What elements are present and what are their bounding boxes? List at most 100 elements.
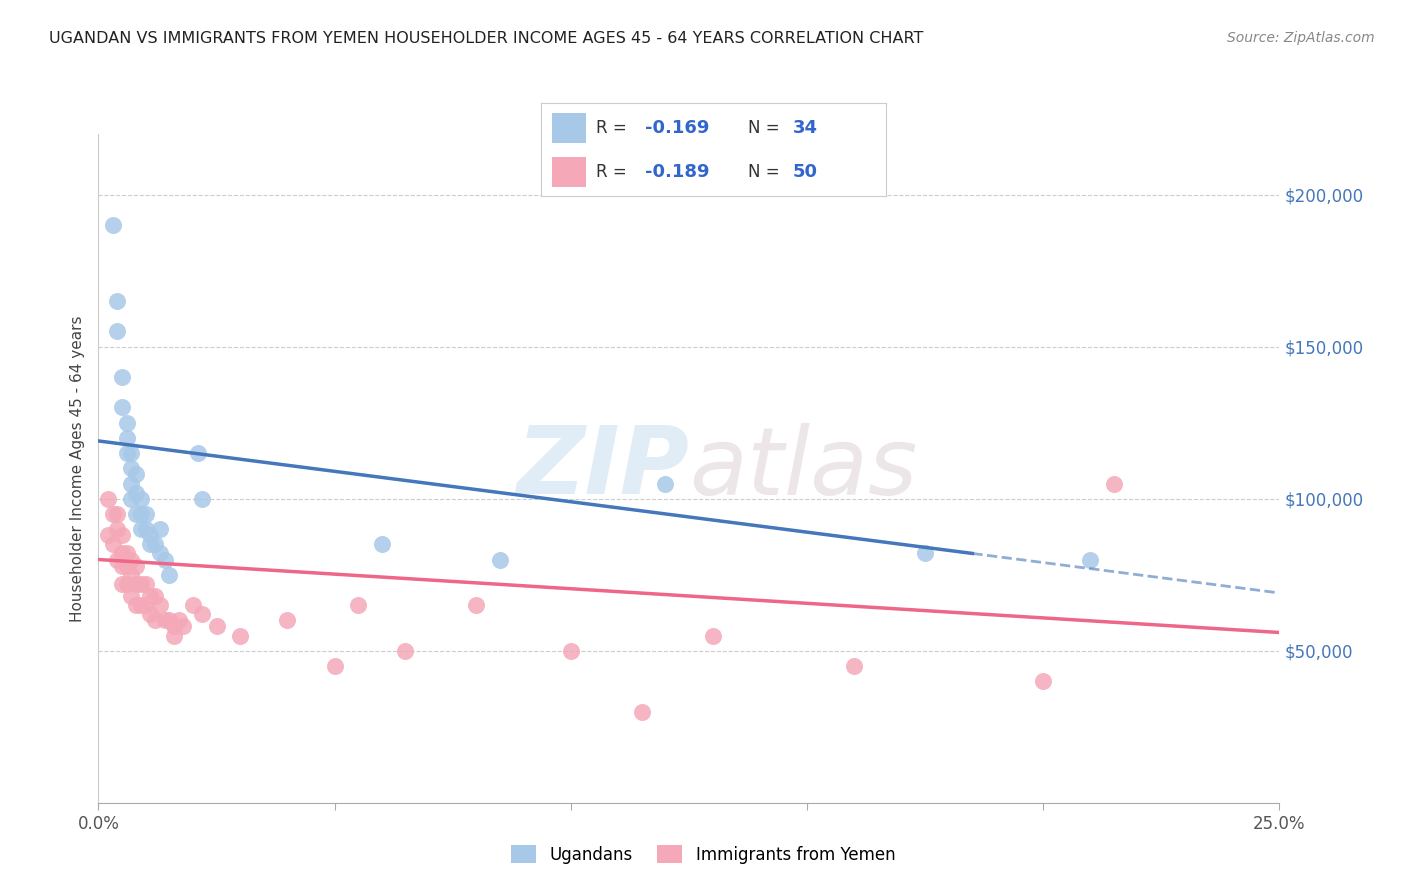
Point: [129, 491, 152, 506]
Point: [143, 537, 166, 551]
Bar: [551, 157, 586, 187]
Point: [323, 659, 346, 673]
Point: [143, 589, 166, 603]
Point: [115, 416, 138, 430]
Point: [121, 567, 143, 582]
Point: [121, 461, 143, 475]
Text: atlas: atlas: [689, 423, 917, 514]
Point: [97, 528, 120, 542]
Point: [181, 598, 204, 612]
Point: [560, 644, 582, 658]
Point: [111, 528, 134, 542]
Point: [139, 528, 162, 542]
Text: -0.189: -0.189: [645, 163, 709, 181]
Bar: [551, 113, 586, 143]
Point: [167, 613, 190, 627]
Point: [129, 577, 152, 591]
Point: [702, 628, 724, 642]
Point: [121, 552, 143, 566]
Point: [157, 613, 180, 627]
Point: [101, 218, 124, 232]
Text: ZIP: ZIP: [516, 422, 689, 515]
Point: [394, 644, 416, 658]
Point: [135, 577, 157, 591]
Point: [465, 598, 488, 612]
Point: [115, 577, 138, 591]
Text: N =: N =: [748, 163, 785, 181]
Point: [654, 476, 676, 491]
Point: [121, 491, 143, 506]
Text: R =: R =: [596, 119, 633, 136]
Legend: Ugandans, Immigrants from Yemen: Ugandans, Immigrants from Yemen: [505, 838, 901, 871]
Point: [1102, 476, 1125, 491]
Y-axis label: Householder Income Ages 45 - 64 years: Householder Income Ages 45 - 64 years: [70, 315, 86, 622]
Point: [163, 628, 186, 642]
Point: [129, 507, 152, 521]
Point: [101, 507, 124, 521]
Point: [153, 613, 176, 627]
Point: [115, 446, 138, 460]
Point: [143, 613, 166, 627]
Point: [105, 325, 128, 339]
Text: 50: 50: [793, 163, 818, 181]
Point: [101, 537, 124, 551]
Point: [149, 546, 172, 560]
Point: [115, 546, 138, 560]
Point: [125, 485, 148, 500]
Point: [105, 507, 128, 521]
Point: [347, 598, 370, 612]
Text: R =: R =: [596, 163, 633, 181]
Text: 34: 34: [793, 119, 818, 136]
Point: [157, 567, 180, 582]
Point: [125, 558, 148, 573]
Point: [125, 507, 148, 521]
Point: [371, 537, 394, 551]
Point: [153, 552, 176, 566]
Point: [105, 294, 128, 309]
Text: -0.169: -0.169: [645, 119, 709, 136]
Point: [121, 589, 143, 603]
Point: [205, 619, 228, 633]
Point: [105, 552, 128, 566]
Text: N =: N =: [748, 119, 785, 136]
Point: [191, 607, 214, 622]
Text: Source: ZipAtlas.com: Source: ZipAtlas.com: [1227, 31, 1375, 45]
Point: [129, 598, 152, 612]
Point: [115, 431, 138, 445]
Point: [111, 546, 134, 560]
Point: [105, 522, 128, 536]
Point: [121, 446, 143, 460]
Point: [276, 613, 298, 627]
Point: [111, 558, 134, 573]
Point: [135, 507, 157, 521]
Point: [489, 552, 512, 566]
Point: [139, 607, 162, 622]
Point: [187, 446, 209, 460]
Point: [1080, 552, 1102, 566]
Point: [139, 589, 162, 603]
Point: [125, 467, 148, 482]
Point: [135, 598, 157, 612]
Point: [139, 537, 162, 551]
Point: [135, 522, 157, 536]
Point: [191, 491, 214, 506]
Point: [914, 546, 936, 560]
Point: [172, 619, 194, 633]
Point: [844, 659, 866, 673]
Point: [149, 522, 172, 536]
Point: [125, 577, 148, 591]
Point: [111, 401, 134, 415]
Point: [125, 598, 148, 612]
Point: [163, 619, 186, 633]
Point: [129, 522, 152, 536]
Point: [111, 370, 134, 384]
Point: [149, 598, 172, 612]
Point: [630, 705, 652, 719]
Point: [121, 476, 143, 491]
Point: [229, 628, 252, 642]
Point: [97, 491, 120, 506]
Point: [115, 558, 138, 573]
Point: [111, 577, 134, 591]
Point: [1032, 674, 1054, 689]
Text: UGANDAN VS IMMIGRANTS FROM YEMEN HOUSEHOLDER INCOME AGES 45 - 64 YEARS CORRELATI: UGANDAN VS IMMIGRANTS FROM YEMEN HOUSEHO…: [49, 31, 924, 46]
